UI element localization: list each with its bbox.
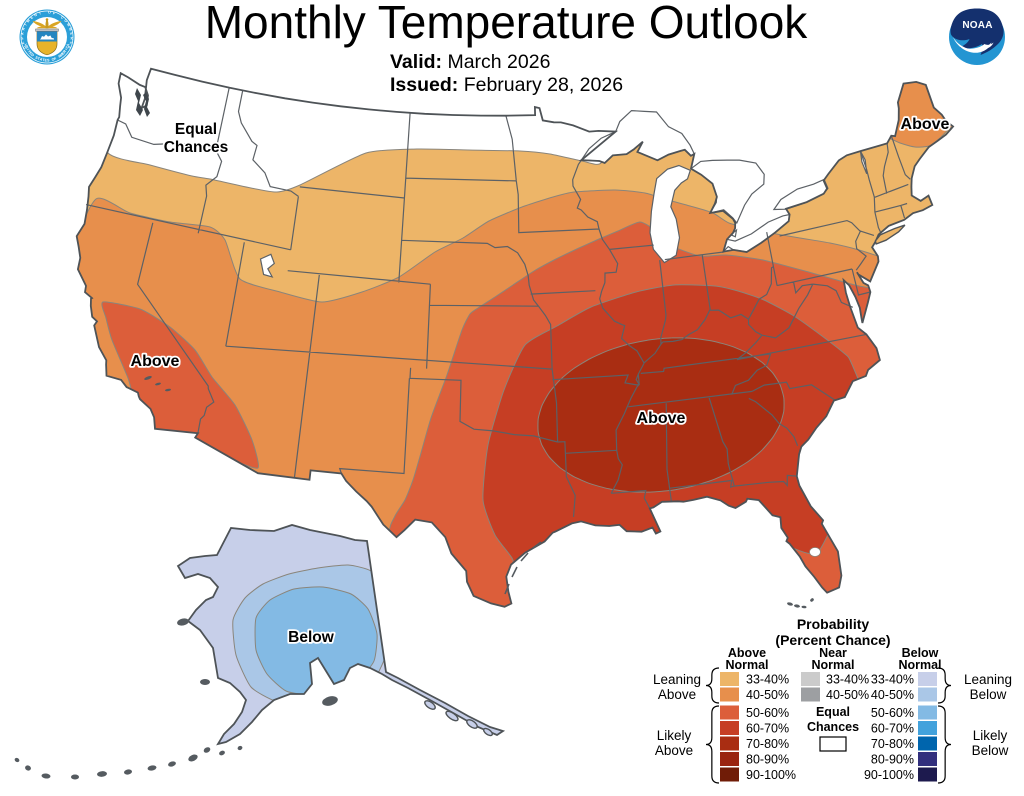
svg-text:Below: Below [972,743,1009,758]
svg-text:70-80%: 70-80% [871,737,914,751]
svg-text:Above: Above [728,646,766,660]
svg-text:F: F [54,56,58,61]
svg-text:90-100%: 90-100% [746,768,796,782]
svg-text:O: O [48,10,51,14]
svg-text:E: E [67,45,72,49]
svg-text:Normal: Normal [811,658,854,672]
svg-text:R: R [21,27,26,31]
svg-text:N: N [24,45,29,49]
svg-text:T: T [27,49,32,54]
svg-text:D: D [22,45,27,49]
svg-text:M: M [66,23,71,28]
svg-text:33-40%: 33-40% [871,673,914,687]
svg-text:M: M [59,53,64,58]
svg-text:Equal: Equal [175,121,217,138]
svg-text:S: S [47,58,50,62]
svg-text:N: N [34,13,38,18]
svg-text:T: T [37,57,41,62]
svg-text:T: T [38,11,42,16]
svg-text:Probability: Probability [797,616,870,632]
svg-text:Above: Above [637,410,686,427]
svg-text:Issued: February 28, 2026: Issued: February 28, 2026 [390,74,623,96]
svg-text:Above: Above [901,116,950,133]
svg-text:70-80%: 70-80% [746,737,789,751]
svg-text:R: R [62,49,67,54]
svg-text:Likely: Likely [657,728,692,743]
svg-text:50-60%: 50-60% [746,706,789,720]
svg-text:A: A [20,32,24,36]
svg-text:C: C [65,45,70,49]
svg-text:50-60%: 50-60% [871,706,914,720]
svg-text:A: A [39,57,43,62]
svg-text:33-40%: 33-40% [746,673,789,687]
svg-text:A: A [57,54,62,59]
svg-text:Below: Below [970,687,1007,702]
svg-text:40-50%: 40-50% [746,688,789,702]
svg-text:Leaning: Leaning [964,672,1012,687]
svg-text:Equal: Equal [816,705,850,719]
svg-text:(Percent Chance): (Percent Chance) [775,632,890,648]
svg-text:C: C [69,41,74,45]
svg-text:80-90%: 80-90% [871,753,914,767]
svg-text:T: T [42,58,46,62]
svg-text:60-70%: 60-70% [871,722,914,736]
svg-text:60-70%: 60-70% [746,722,789,736]
svg-text:I: I [26,48,30,51]
svg-text:U: U [24,43,29,47]
svg-text:40-50%: 40-50% [871,688,914,702]
svg-text:Above: Above [131,353,180,370]
svg-text:S: S [34,55,39,60]
svg-text:Above: Above [655,743,693,758]
svg-text:T: T [23,22,28,27]
svg-text:Likely: Likely [973,728,1008,743]
svg-text:E: E [69,32,73,36]
svg-text:Above: Above [658,687,696,702]
svg-text:33-40%: 33-40% [826,673,869,687]
svg-text:Valid: March 2026: Valid: March 2026 [390,51,550,73]
svg-text:NOAA: NOAA [962,20,992,31]
svg-text:Chances: Chances [807,720,859,734]
svg-text:R: R [70,37,74,40]
svg-text:F: F [52,11,56,16]
svg-text:40-50%: 40-50% [826,688,869,702]
svg-text:Chances: Chances [164,139,229,156]
svg-text:M: M [26,18,31,23]
svg-text:Below: Below [902,646,939,660]
svg-text:E: E [44,58,47,62]
svg-text:Leaning: Leaning [653,672,701,687]
svg-text:A: A [66,43,71,47]
svg-text:Near: Near [819,646,847,660]
svg-text:P: P [20,36,24,39]
svg-text:M: M [68,27,73,31]
svg-text:90-100%: 90-100% [864,768,914,782]
svg-text:E: E [61,51,66,56]
svg-text:O: O [51,57,55,62]
svg-text:E: E [21,41,26,45]
svg-text:Normal: Normal [898,658,941,672]
svg-text:80-90%: 80-90% [746,753,789,767]
svg-text:E: E [30,15,35,20]
svg-text:Normal: Normal [725,658,768,672]
svg-text:I: I [64,48,68,51]
svg-text:E: E [28,51,33,56]
svg-text:Monthly Temperature Outlook: Monthly Temperature Outlook [205,0,809,48]
svg-text:C: C [60,15,65,20]
svg-text:O: O [63,19,68,24]
svg-text:D: D [30,53,35,58]
svg-text:Below: Below [288,629,335,646]
